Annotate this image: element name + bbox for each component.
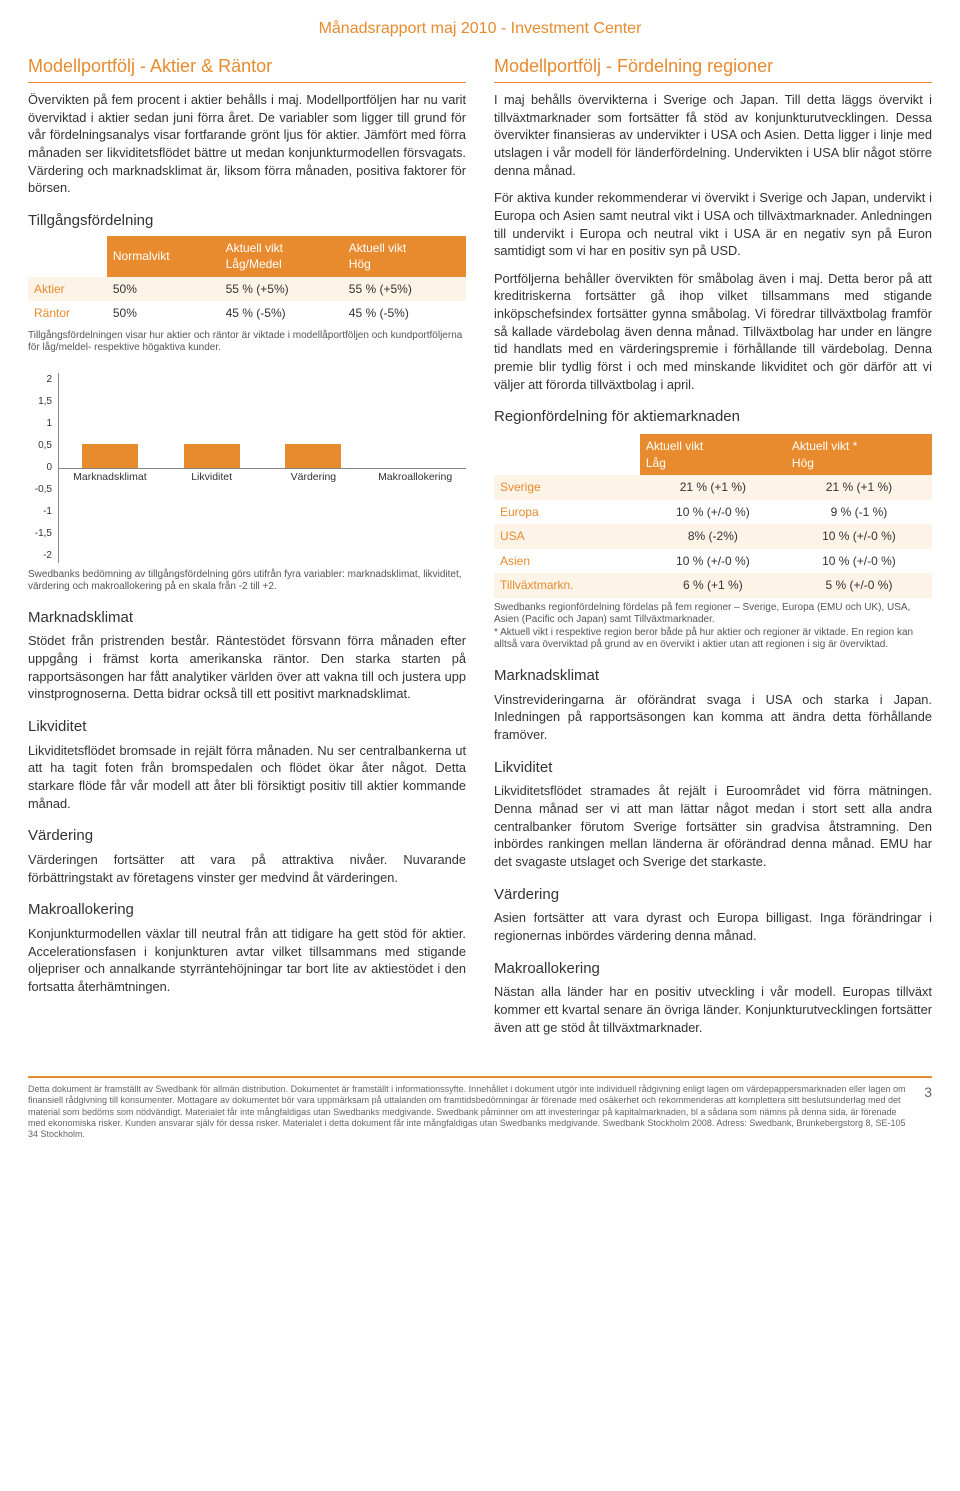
page-number: 3	[924, 1084, 932, 1102]
alloc-footnote: Tillgångsfördelningen visar hur aktier o…	[28, 330, 466, 355]
y-tick: 0	[28, 461, 52, 475]
right-title: Modellportfölj - Fördelning regioner	[494, 54, 932, 83]
right-sec-text: Asien fortsätter att vara dyrast och Eur…	[494, 909, 932, 944]
footer-text: Detta dokument är framställt av Swedbank…	[28, 1084, 932, 1140]
left-sec-title: Makroallokering	[28, 900, 466, 921]
alloc-row: Räntor 50% 45 % (-5%) 45 % (-5%)	[28, 301, 466, 326]
chart-bar-label: Makroallokering	[378, 470, 452, 484]
left-sec-text: Konjunkturmodellen växlar till neutral f…	[28, 925, 466, 996]
y-tick: 0,5	[28, 439, 52, 453]
chart-bar	[82, 444, 138, 468]
chart-plot: Marknadsklimat Likviditet Värdering Makroal…	[58, 373, 466, 563]
alloc-head-blank	[28, 236, 107, 277]
left-sec-title: Likviditet	[28, 717, 466, 738]
page-footer: Detta dokument är framställt av Swedbank…	[28, 1076, 932, 1140]
left-sec-text: Stödet från pristrenden består. Räntestö…	[28, 632, 466, 703]
alloc-low: 45 % (-5%)	[220, 301, 343, 326]
right-p: Portföljerna behåller övervikten för små…	[494, 270, 932, 394]
region-row: Sverige21 % (+1 %)21 % (+1 %)	[494, 475, 932, 500]
left-column: Modellportfölj - Aktier & Räntor Övervik…	[28, 54, 466, 1046]
region-head-high: Aktuell vikt * Hög	[786, 434, 932, 475]
y-tick: 1,5	[28, 395, 52, 409]
two-column-layout: Modellportfölj - Aktier & Räntor Övervik…	[28, 54, 932, 1046]
alloc-high: 45 % (-5%)	[343, 301, 466, 326]
page-header: Månadsrapport maj 2010 - Investment Cent…	[28, 18, 932, 40]
alloc-normal: 50%	[107, 277, 220, 302]
chart-bar	[285, 444, 341, 468]
region-cell-high: 21 % (+1 %)	[786, 475, 932, 500]
region-head-blank	[494, 434, 640, 475]
region-row: Tillväxtmarkn.6 % (+1 %)5 % (+/-0 %)	[494, 573, 932, 598]
chart-footnote: Swedbanks bedömning av tillgångsfördelni…	[28, 569, 466, 594]
alloc-title: Tillgångsfördelning	[28, 211, 466, 232]
chart-zero-line	[59, 468, 466, 469]
region-cell-high: 10 % (+/-0 %)	[786, 524, 932, 549]
region-cell-low: 10 % (+/-0 %)	[640, 500, 786, 525]
right-sec-text: Vinstrevideringarna är oförändrat svaga …	[494, 691, 932, 744]
chart-bar	[184, 444, 240, 468]
region-row: Europa10 % (+/-0 %)9 % (-1 %)	[494, 500, 932, 525]
left-sec-title: Marknadsklimat	[28, 608, 466, 629]
alloc-low: 55 % (+5%)	[220, 277, 343, 302]
y-tick: -0,5	[28, 483, 52, 497]
region-footnote: Swedbanks regionfördelning fördelas på f…	[494, 602, 932, 652]
region-cell-high: 10 % (+/-0 %)	[786, 549, 932, 574]
region-cell-label: Sverige	[494, 475, 640, 500]
right-sec-title: Marknadsklimat	[494, 666, 932, 687]
region-row: USA8% (-2%)10 % (+/-0 %)	[494, 524, 932, 549]
left-title: Modellportfölj - Aktier & Räntor	[28, 54, 466, 83]
region-cell-low: 10 % (+/-0 %)	[640, 549, 786, 574]
region-cell-label: Asien	[494, 549, 640, 574]
right-sec-title: Makroallokering	[494, 959, 932, 980]
allocation-chart: 2 1,5 1 0,5 0 -0,5 -1 -1,5 -2 Marknadsklimat Likv…	[28, 373, 466, 594]
alloc-high: 55 % (+5%)	[343, 277, 466, 302]
right-sec-title: Värdering	[494, 885, 932, 906]
chart-bar-label: Värdering	[291, 470, 337, 484]
right-column: Modellportfölj - Fördelning regioner I m…	[494, 54, 932, 1046]
region-cell-high: 5 % (+/-0 %)	[786, 573, 932, 598]
allocation-table: Normalvikt Aktuell vikt Låg/Medel Aktuel…	[28, 236, 466, 326]
alloc-head-low: Aktuell vikt Låg/Medel	[220, 236, 343, 277]
alloc-label: Aktier	[28, 277, 107, 302]
chart-y-axis: 2 1,5 1 0,5 0 -0,5 -1 -1,5 -2	[28, 373, 58, 563]
region-title: Regionfördelning för aktiemarknaden	[494, 407, 932, 428]
region-cell-high: 9 % (-1 %)	[786, 500, 932, 525]
right-sec-text: Likviditetsflödet stramades åt rejält i …	[494, 782, 932, 870]
region-cell-label: USA	[494, 524, 640, 549]
left-intro: Övervikten på fem procent i aktier behål…	[28, 91, 466, 197]
region-cell-low: 21 % (+1 %)	[640, 475, 786, 500]
right-p: I maj behålls övervikterna i Sverige och…	[494, 91, 932, 179]
region-cell-low: 8% (-2%)	[640, 524, 786, 549]
left-sec-title: Värdering	[28, 826, 466, 847]
left-sec-text: Likviditetsflödet bromsade in rejält för…	[28, 742, 466, 813]
alloc-label: Räntor	[28, 301, 107, 326]
chart-bar-label: Likviditet	[191, 470, 232, 484]
region-row: Asien10 % (+/-0 %)10 % (+/-0 %)	[494, 549, 932, 574]
y-tick: -2	[28, 549, 52, 563]
left-sec-text: Värderingen fortsätter att vara på attra…	[28, 851, 466, 886]
chart-bar-label: Marknadsklimat	[73, 470, 147, 484]
y-tick: 1	[28, 417, 52, 431]
region-table: Aktuell vikt Låg Aktuell vikt * Hög Sver…	[494, 434, 932, 598]
right-sec-title: Likviditet	[494, 758, 932, 779]
region-cell-label: Europa	[494, 500, 640, 525]
right-sec-text: Nästan alla länder har en positiv utveck…	[494, 983, 932, 1036]
region-cell-low: 6 % (+1 %)	[640, 573, 786, 598]
alloc-head-high: Aktuell vikt Hög	[343, 236, 466, 277]
right-p: För aktiva kunder rekommenderar vi överv…	[494, 189, 932, 260]
alloc-normal: 50%	[107, 301, 220, 326]
y-tick: -1,5	[28, 527, 52, 541]
y-tick: 2	[28, 373, 52, 387]
region-head-low: Aktuell vikt Låg	[640, 434, 786, 475]
alloc-head-normal: Normalvikt	[107, 236, 220, 277]
alloc-row: Aktier 50% 55 % (+5%) 55 % (+5%)	[28, 277, 466, 302]
y-tick: -1	[28, 505, 52, 519]
region-cell-label: Tillväxtmarkn.	[494, 573, 640, 598]
